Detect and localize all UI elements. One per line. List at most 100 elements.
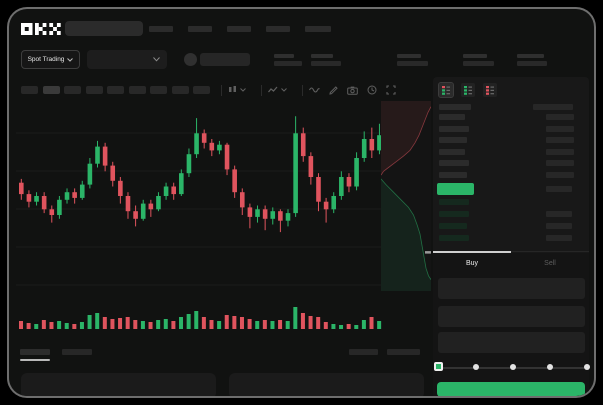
timeframe-button[interactable]: [193, 86, 210, 94]
ask-row-amount[interactable]: [546, 171, 574, 178]
toolbar-divider: [220, 84, 222, 96]
ask-row-price[interactable]: [439, 125, 469, 132]
app-window: Spot Trading: [7, 7, 596, 398]
chevron-down-icon: [67, 57, 74, 62]
history-icon[interactable]: [367, 85, 377, 95]
tab-buy[interactable]: Buy: [465, 259, 479, 267]
ask-row-amount[interactable]: [546, 114, 574, 120]
stat-value-placeholder: [311, 61, 341, 66]
camera-icon[interactable]: [346, 86, 358, 95]
ticker-stat: [517, 54, 547, 66]
last-price-amount: [546, 186, 572, 192]
ticker-stat: [311, 54, 341, 66]
last-price-placeholder: [200, 53, 250, 66]
timeframe-button[interactable]: [21, 86, 38, 94]
pencil-icon[interactable]: [328, 85, 338, 95]
bid-row-amount[interactable]: [546, 235, 572, 241]
buy-sell-tabbar: Buy Sell: [433, 251, 589, 273]
bottom-tab-underline: [20, 359, 50, 361]
ask-row-price[interactable]: [439, 171, 467, 178]
toolbar-divider: [260, 84, 262, 96]
bottom-tab-active[interactable]: [20, 349, 50, 355]
ticker-stat: [463, 54, 494, 66]
orderbook-trade-panel: Buy Sell: [433, 77, 590, 396]
total-input[interactable]: [438, 332, 585, 353]
amount-input[interactable]: [438, 306, 585, 327]
wave-icon[interactable]: [308, 86, 320, 94]
ask-row-amount[interactable]: [546, 125, 574, 132]
asks-only-book-icon[interactable]: [483, 83, 497, 97]
bid-row-price[interactable]: [439, 223, 467, 229]
stat-label-placeholder: [463, 54, 487, 58]
orderbook-last-price[interactable]: [437, 183, 474, 195]
nav-item[interactable]: [188, 25, 212, 32]
ask-row-price[interactable]: [439, 160, 469, 166]
stat-label-placeholder: [274, 54, 294, 58]
combined-book-icon[interactable]: [438, 82, 454, 98]
stat-value-placeholder: [463, 61, 494, 66]
bid-row-price[interactable]: [439, 199, 469, 205]
timeframe-button[interactable]: [171, 86, 189, 94]
stat-label-placeholder: [311, 54, 333, 58]
nav-item[interactable]: [266, 25, 290, 32]
timeframe-button[interactable]: [107, 86, 124, 94]
tab-sell[interactable]: Sell: [544, 259, 556, 267]
volume-bars: [19, 307, 382, 329]
orderbook-header-price: [439, 104, 471, 110]
stat-value-placeholder: [274, 61, 302, 66]
orderbook-header-amount: [533, 104, 573, 110]
toolbar-divider: [301, 84, 303, 96]
positions-panel: [229, 373, 424, 396]
fullscreen-icon[interactable]: [385, 85, 396, 95]
ticker-stat: [274, 54, 302, 66]
bids-only-book-icon[interactable]: [461, 83, 475, 97]
active-tab-indicator: [433, 251, 511, 253]
bid-row-price[interactable]: [439, 211, 469, 217]
nav-item[interactable]: [305, 25, 331, 32]
ask-row-price[interactable]: [439, 114, 465, 120]
bid-row-amount[interactable]: [546, 211, 572, 217]
slider-stop-dot[interactable]: [510, 364, 516, 370]
ask-row-amount[interactable]: [546, 148, 574, 155]
stat-value-placeholder: [517, 61, 547, 66]
market-type-selector[interactable]: Spot Trading: [21, 50, 80, 69]
coin-avatar[interactable]: [184, 53, 197, 66]
stat-label-placeholder: [397, 54, 421, 58]
search-input[interactable]: [65, 21, 143, 36]
bid-row-price[interactable]: [439, 235, 469, 241]
price-input[interactable]: [438, 278, 585, 299]
bottom-tab[interactable]: [62, 349, 92, 355]
top-nav: [149, 21, 331, 36]
orders-panel: [21, 373, 216, 396]
bottom-bar-control[interactable]: [387, 349, 420, 355]
slider-stop-dot[interactable]: [473, 364, 479, 370]
timeframe-button[interactable]: [150, 86, 167, 94]
timeframe-button[interactable]: [42, 86, 60, 94]
stat-value-placeholder: [397, 61, 428, 66]
ask-row-amount[interactable]: [546, 137, 574, 143]
slider-stop-dot[interactable]: [584, 364, 590, 370]
bottom-bar-control[interactable]: [349, 349, 378, 355]
nav-item[interactable]: [149, 25, 173, 32]
okx-logo[interactable]: [21, 22, 61, 36]
depth-chart: [381, 101, 431, 291]
slider-stop-dot[interactable]: [547, 364, 553, 370]
pair-selector-dropdown[interactable]: [87, 50, 167, 69]
indicators-icon[interactable]: [267, 85, 287, 95]
amount-slider-handle[interactable]: [434, 362, 443, 371]
bid-row-amount[interactable]: [546, 223, 572, 229]
timeframe-button[interactable]: [64, 86, 81, 94]
candle-type-icon[interactable]: [228, 85, 246, 95]
candlestick-chart: [16, 116, 382, 286]
ask-row-amount[interactable]: [546, 160, 574, 166]
ask-row-price[interactable]: [439, 137, 467, 143]
ask-row-price[interactable]: [439, 148, 465, 155]
chevron-down-icon: [153, 57, 160, 62]
timeframe-button[interactable]: [128, 86, 146, 94]
market-type-label: Spot Trading: [27, 56, 65, 63]
stat-label-placeholder: [517, 54, 544, 58]
buy-submit-button[interactable]: [437, 382, 585, 396]
timeframe-button[interactable]: [85, 86, 103, 94]
nav-item[interactable]: [227, 25, 251, 32]
